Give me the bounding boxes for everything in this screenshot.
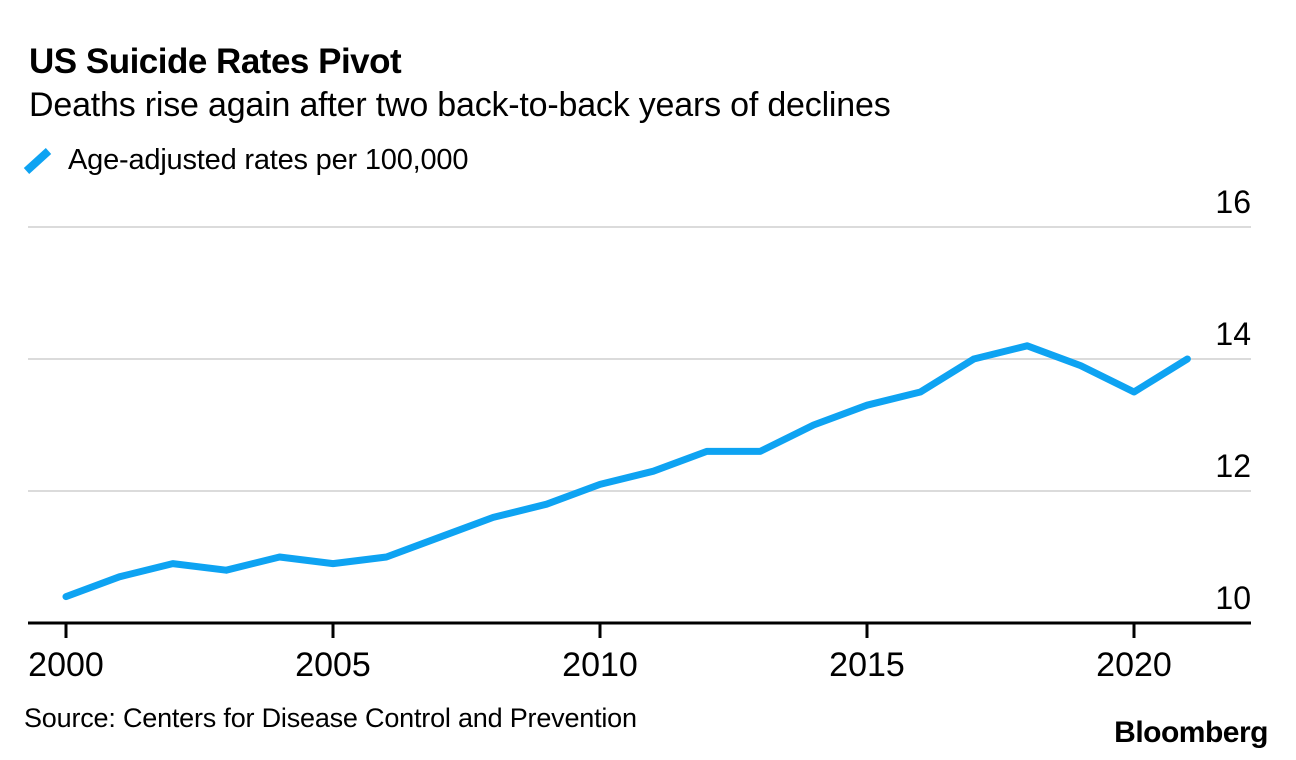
legend-label: Age-adjusted rates per 100,000 (68, 144, 469, 176)
chart-title: US Suicide Rates Pivot (29, 42, 402, 81)
data-line (62, 342, 1191, 601)
y-axis-label: 16 (1215, 184, 1251, 220)
y-axis-label: 10 (1215, 580, 1251, 616)
x-axis-label: 2010 (562, 646, 638, 684)
line-series-marker-icon (23, 147, 52, 174)
x-axis-label: 2015 (829, 646, 905, 684)
x-axis-label: 2005 (295, 646, 371, 684)
bloomberg-logo: Bloomberg (1114, 716, 1268, 749)
x-axis-label: 2000 (28, 646, 104, 684)
x-axis-label: 2020 (1096, 646, 1172, 684)
y-axis-label: 12 (1215, 448, 1251, 484)
chart-subtitle: Deaths rise again after two back-to-back… (29, 86, 891, 124)
legend: Age-adjusted rates per 100,000 (23, 144, 468, 177)
source-note: Source: Centers for Disease Control and … (24, 703, 637, 733)
y-axis-label: 14 (1215, 316, 1251, 352)
